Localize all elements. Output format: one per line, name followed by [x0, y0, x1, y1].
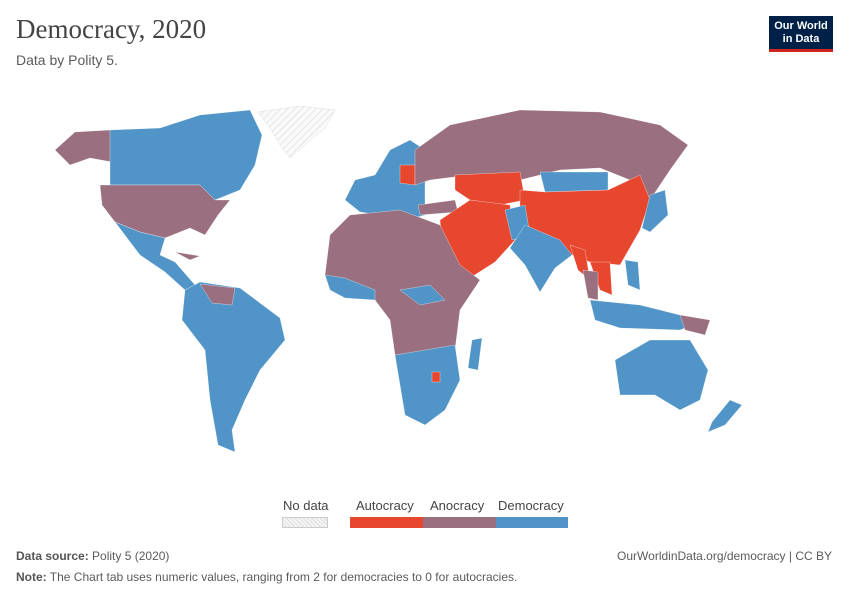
world-map[interactable]: [0, 95, 850, 475]
legend-democracy-swatch[interactable]: [496, 517, 568, 528]
region-central-asia[interactable]: [454, 171, 526, 206]
country-thailand[interactable]: [582, 269, 599, 301]
region-southern-africa[interactable]: [394, 344, 461, 426]
source-url[interactable]: OurWorldinData.org/democracy | CC BY: [617, 549, 832, 563]
country-india[interactable]: [509, 224, 573, 293]
country-papua-new-guinea[interactable]: [679, 314, 711, 336]
country-venezuela[interactable]: [199, 283, 236, 306]
country-australia[interactable]: [614, 339, 709, 411]
legend-anocracy-swatch[interactable]: [423, 517, 496, 528]
legend-autocracy-swatch[interactable]: [350, 517, 423, 528]
country-madagascar[interactable]: [467, 337, 483, 371]
data-source: Data source: Polity 5 (2020): [16, 549, 170, 563]
country-greenland[interactable]: [257, 105, 336, 159]
page-subtitle: Data by Polity 5.: [16, 52, 118, 68]
country-south-america[interactable]: [181, 281, 286, 453]
country-mexico-central-america[interactable]: [114, 221, 196, 291]
country-new-zealand[interactable]: [707, 399, 743, 433]
page-title: Democracy, 2020: [16, 14, 207, 44]
country-eswatini[interactable]: [431, 371, 441, 383]
country-belarus[interactable]: [399, 164, 416, 186]
chart-note: Note: The Chart tab uses numeric values,…: [16, 570, 518, 584]
region-east-africa-democracy[interactable]: [399, 284, 446, 306]
legend-no-data-label: No data: [283, 498, 329, 513]
owid-logo[interactable]: Our World in Data: [769, 16, 833, 52]
country-mongolia[interactable]: [539, 171, 609, 193]
legend-no-data-swatch[interactable]: [282, 517, 328, 528]
country-usa[interactable]: [99, 184, 231, 239]
data-source-link[interactable]: Polity 5 (2020): [92, 549, 170, 563]
country-cuba[interactable]: [174, 251, 201, 261]
legend-anocracy-label: Anocracy: [430, 498, 485, 513]
region-west-africa-democracy[interactable]: [324, 274, 376, 301]
legend-autocracy-label: Autocracy: [356, 498, 414, 513]
country-alaska[interactable]: [54, 129, 113, 166]
country-japan[interactable]: [641, 189, 669, 233]
country-philippines[interactable]: [624, 259, 641, 291]
legend-democracy-label: Democracy: [498, 498, 564, 513]
